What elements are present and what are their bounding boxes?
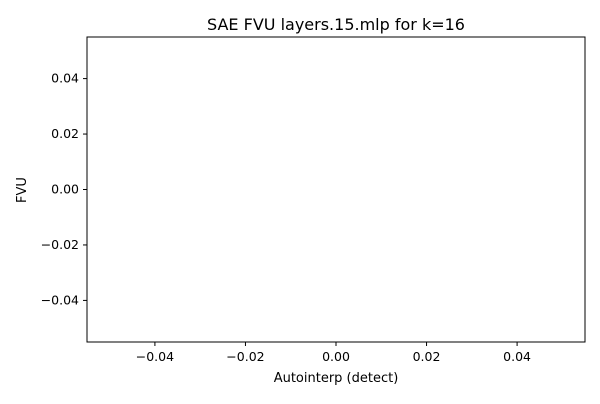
x-tick-label: 0.00 (322, 349, 350, 364)
x-tick-label: 0.04 (503, 349, 531, 364)
plot-area (86, 36, 586, 343)
chart-title: SAE FVU layers.15.mlp for k=16 (207, 15, 465, 34)
y-tick-label: 0.04 (51, 71, 79, 86)
y-axis-label: FVU (15, 177, 30, 203)
y-axis-ticks: −0.04 −0.02 0.00 0.02 0.04 (41, 71, 87, 307)
x-axis-ticks: −0.04 −0.02 0.00 0.02 0.04 (136, 342, 531, 364)
y-tick-label: 0.02 (51, 126, 79, 141)
y-tick-label: −0.04 (41, 292, 79, 307)
x-tick-label: −0.02 (226, 349, 264, 364)
y-tick-label: 0.00 (51, 182, 79, 197)
x-tick-label: 0.02 (413, 349, 441, 364)
y-tick-label: −0.02 (41, 237, 79, 252)
x-tick-label: −0.04 (136, 349, 174, 364)
x-axis-label: Autointerp (detect) (274, 371, 399, 386)
